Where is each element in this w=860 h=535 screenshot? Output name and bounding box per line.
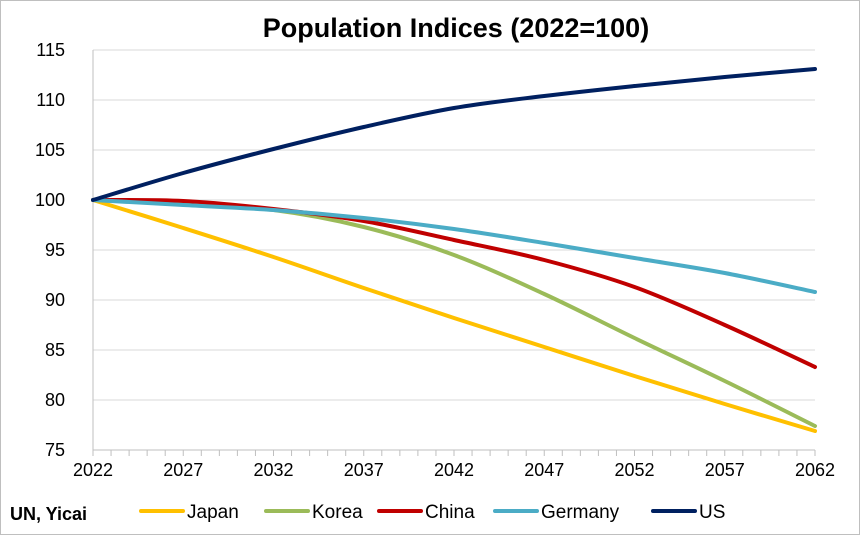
legend-label-germany: Germany	[541, 502, 620, 523]
x-tick-label: 2037	[344, 460, 384, 480]
y-tick-label: 110	[36, 90, 65, 110]
y-tick-label: 85	[45, 340, 65, 360]
gridlines	[93, 49, 815, 401]
legend-label-china: China	[425, 502, 475, 523]
y-tick-label: 105	[35, 140, 65, 160]
x-tick-label: 2062	[795, 460, 835, 480]
y-tick-label: 80	[45, 390, 65, 410]
series-line-japan	[91, 198, 817, 433]
axes	[92, 50, 816, 456]
x-tick-label: 2032	[253, 460, 293, 480]
series-line-germany	[91, 198, 817, 294]
legend-label-korea: Korea	[312, 502, 363, 523]
y-tick-label: 100	[35, 190, 65, 210]
legend: Japan Korea China Germany US	[139, 502, 725, 523]
y-tick-labels: 75 80 85 90 95 100 105 110 115	[35, 40, 65, 460]
y-tick-label: 90	[45, 290, 65, 310]
x-tick-label: 2057	[705, 460, 745, 480]
chart-title: Population Indices (2022=100)	[263, 13, 649, 43]
legend-label-japan: Japan	[187, 502, 239, 523]
source-note: UN, Yicai	[10, 504, 87, 524]
series-line-china	[91, 197, 817, 369]
x-tick-label: 2042	[434, 460, 474, 480]
y-tick-label: 75	[45, 440, 65, 460]
series-line-us	[91, 67, 817, 202]
y-tick-label: 95	[45, 240, 65, 260]
series-lines	[91, 67, 817, 433]
y-tick-label: 115	[36, 40, 65, 60]
x-tick-label: 2022	[73, 460, 113, 480]
x-tick-label: 2052	[614, 460, 654, 480]
legend-label-us: US	[699, 502, 725, 523]
x-tick-labels: 2022 2027 2032 2037 2042 2047 2052 2057 2062	[73, 460, 835, 480]
x-tick-label: 2027	[163, 460, 203, 480]
x-tick-label: 2047	[524, 460, 564, 480]
